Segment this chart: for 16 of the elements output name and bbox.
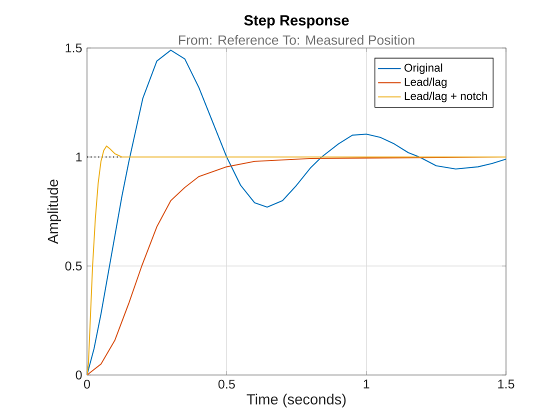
legend-label: Original [404, 63, 442, 74]
legend-label: Lead/lag [404, 78, 447, 88]
x-axis-title: Time (seconds) [246, 394, 346, 408]
chart-title: Step Response [244, 15, 349, 28]
y-axis-title: Amplitude [47, 180, 61, 244]
y-tick-label: 1.5 [66, 44, 82, 52]
x-tick-label: 1.5 [498, 380, 514, 388]
y-tick-label: 0.5 [65, 262, 82, 270]
y-tick-label: 1 [76, 152, 82, 162]
line-series [87, 50, 506, 375]
y-tick-label: 0 [76, 370, 82, 380]
chart-subtitle: From: Reference To: Measured Position [179, 35, 414, 45]
x-tick-label: 0 [84, 380, 90, 389]
legend-label: Lead/lag + notch [404, 92, 488, 102]
x-tick-label: 0.5 [218, 380, 235, 389]
x-tick-label: 1 [364, 380, 370, 388]
